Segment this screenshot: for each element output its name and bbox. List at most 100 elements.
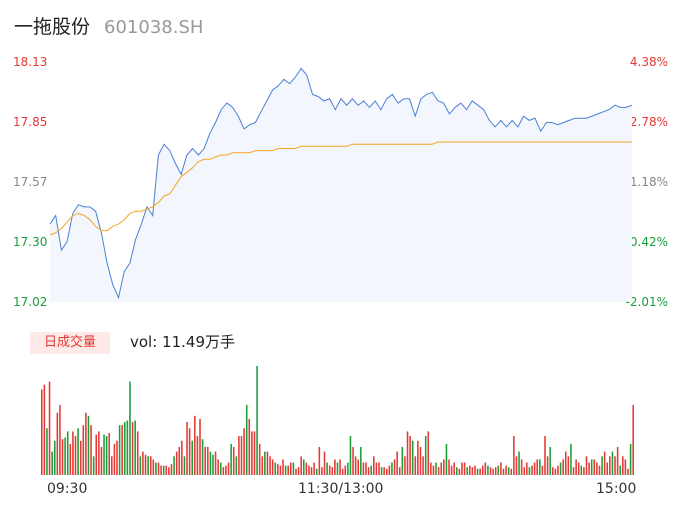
volume-bar: [523, 467, 526, 475]
volume-bar: [531, 465, 533, 475]
volume-bar: [277, 464, 279, 475]
volume-bar: [149, 456, 152, 475]
volume-bar: [492, 468, 494, 475]
volume-bar: [575, 459, 577, 475]
volume-bar: [95, 434, 98, 475]
y-right-tick-4: -2.01%: [625, 295, 668, 309]
volume-bar: [243, 428, 245, 475]
volume-bar: [507, 467, 510, 475]
volume-bar: [113, 443, 116, 475]
volume-bar: [121, 425, 123, 475]
volume-bar: [603, 451, 606, 475]
volume-bar: [251, 431, 253, 475]
volume-bar: [61, 439, 64, 475]
volume-bar: [186, 422, 188, 475]
volume-bar: [90, 425, 92, 475]
volume-bar: [212, 454, 214, 475]
volume-bar: [261, 456, 264, 475]
volume-bar: [445, 443, 448, 475]
volume-bar: [367, 467, 370, 475]
x-tick-midday: 11:30/13:00: [298, 481, 384, 497]
volume-bar: [502, 468, 505, 475]
volume-bar: [588, 462, 590, 475]
volume-bar: [466, 467, 468, 475]
volume-bar: [411, 440, 414, 475]
volume-bar: [494, 467, 497, 475]
volume-bar: [427, 431, 430, 475]
volume-bar: [393, 459, 396, 475]
volume-bar: [310, 467, 313, 475]
volume-bar: [583, 467, 585, 475]
volume-bar: [124, 422, 126, 475]
volume-bar: [318, 446, 321, 475]
volume-bar: [157, 462, 160, 475]
volume-bar: [160, 465, 162, 475]
volume-bar: [544, 436, 546, 475]
volume-bar: [557, 465, 559, 475]
volume-bar: [396, 451, 398, 475]
volume-bar: [232, 446, 235, 475]
volume-bar: [347, 462, 349, 475]
volume-bar: [632, 404, 634, 475]
volume-bar: [336, 462, 339, 475]
volume-bar: [572, 467, 575, 475]
volume-bar: [225, 465, 227, 475]
x-tick-open: 09:30: [47, 481, 88, 497]
volume-bar: [354, 456, 357, 475]
volume-bar: [559, 462, 562, 475]
volume-bar: [92, 456, 95, 475]
volume-bar: [414, 456, 417, 475]
volume-bar: [500, 462, 502, 475]
volume-bar: [59, 404, 61, 475]
volume-bar: [383, 467, 385, 475]
volume-bar: [321, 467, 323, 475]
volume-bar: [51, 451, 53, 475]
volume-bar: [230, 443, 232, 475]
volume-bar: [580, 465, 583, 475]
volume-bar: [82, 425, 85, 475]
volume-bar: [622, 456, 624, 475]
volume-bar: [461, 462, 463, 475]
y-right-tick-2: 1.18%: [629, 175, 668, 189]
volume-bar: [227, 462, 230, 475]
volume-bar: [297, 467, 300, 475]
volume-bar: [253, 431, 256, 475]
volume-bar: [264, 451, 266, 475]
volume-bar: [391, 462, 393, 475]
volume-bar: [126, 420, 129, 475]
volume-bar: [339, 459, 341, 475]
volume-bar: [222, 467, 225, 475]
volume-bar: [168, 467, 170, 475]
volume-bar: [481, 465, 484, 475]
volume-bar: [590, 459, 593, 475]
volume-bar: [539, 459, 541, 475]
volume-bar: [323, 451, 326, 475]
volume-bar: [155, 462, 157, 475]
volume-bar: [624, 459, 627, 475]
volume-bar: [142, 451, 144, 475]
volume-bar: [344, 465, 347, 475]
volume-bar: [85, 412, 87, 475]
volume-bar: [279, 465, 282, 475]
volume-bar: [533, 462, 536, 475]
volume-bar: [201, 439, 204, 475]
volume-bar: [505, 465, 507, 475]
volume-bar: [118, 425, 121, 475]
volume-bar: [100, 446, 103, 475]
volume-bar: [131, 422, 134, 475]
average-price-line: [49, 141, 632, 236]
volume-bar: [292, 462, 295, 475]
volume-bar: [378, 462, 380, 475]
volume-bar: [458, 468, 461, 475]
volume-bar: [43, 384, 46, 475]
volume-bar: [302, 459, 305, 475]
volume-bar: [300, 456, 302, 475]
volume-bar: [370, 465, 372, 475]
volume-bar: [401, 446, 404, 475]
volume-bar: [564, 451, 567, 475]
volume-bar: [417, 440, 419, 475]
volume-bar: [419, 446, 422, 475]
volume-badge: 日成交量: [30, 332, 110, 354]
volume-bar: [450, 465, 453, 475]
volume-bar: [136, 431, 139, 475]
